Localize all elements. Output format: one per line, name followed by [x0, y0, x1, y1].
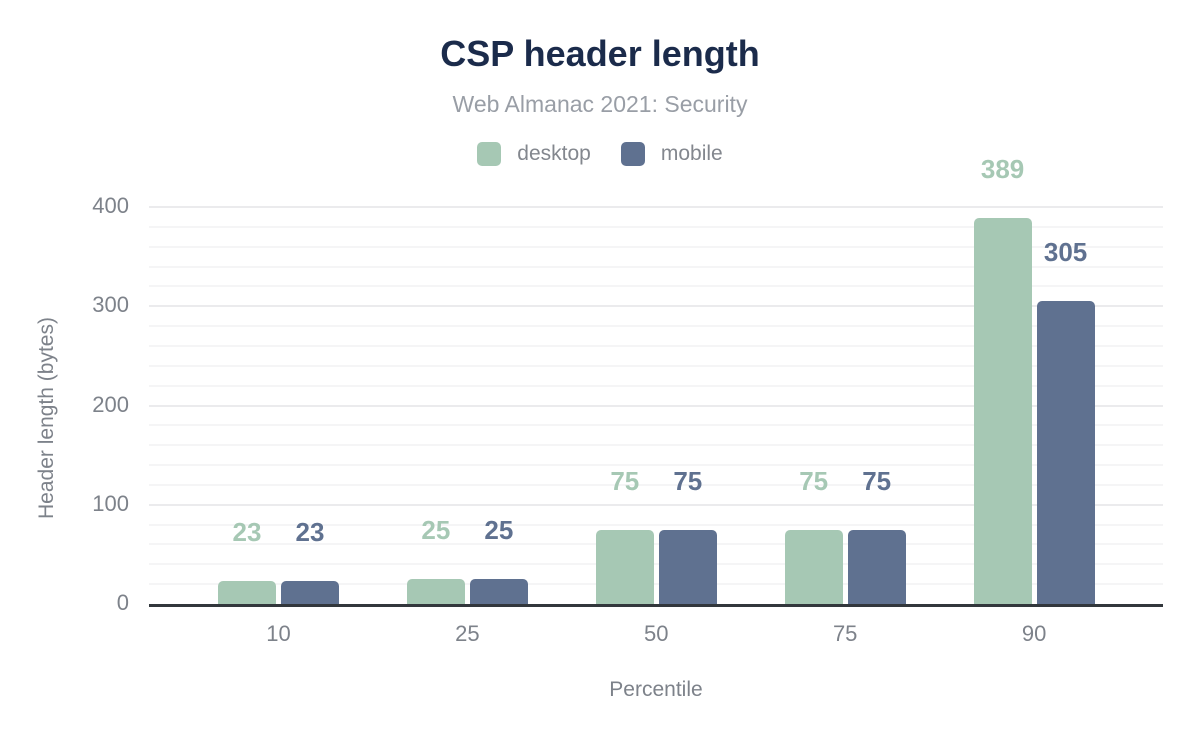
minor-gridline: [149, 483, 1163, 486]
bar-value-label: 23: [232, 517, 262, 548]
bar-value-label: 23: [295, 517, 325, 548]
x-tick-label: 90: [1021, 621, 1047, 646]
minor-gridline: [149, 563, 1163, 566]
minor-gridline: [149, 523, 1163, 526]
bar-value-label: 75: [862, 465, 892, 496]
legend: desktop mobile: [0, 142, 1200, 166]
bar-value-label: 389: [980, 153, 1025, 184]
bar-value-label: 75: [673, 465, 703, 496]
y-tick-label: 300: [92, 292, 129, 318]
x-tick-label: 50: [644, 621, 669, 646]
legend-swatch-mobile: [620, 142, 645, 166]
x-tick-label: 10: [266, 621, 291, 646]
major-gridline: [149, 404, 1163, 407]
bar-value-label: 75: [799, 465, 829, 496]
minor-gridline: [149, 325, 1163, 328]
minor-gridline: [149, 265, 1163, 268]
legend-item-mobile[interactable]: mobile: [620, 142, 723, 166]
major-gridline: [149, 206, 1163, 208]
bar-desktop-p75[interactable]: [784, 529, 843, 604]
x-axis-line: [149, 604, 1163, 607]
minor-gridline: [149, 424, 1163, 427]
bar-value-label: 25: [484, 515, 514, 546]
plot-area: 0 100 200 300 400 23 23 10 25 25 25 75 75 50 75 75 75 389…: [92, 156, 1163, 646]
bar-mobile-p25[interactable]: [469, 579, 528, 604]
legend-label-mobile: mobile: [660, 142, 723, 165]
chart-subtitle: Web Almanac 2021: Security: [452, 91, 748, 117]
legend-swatch-desktop: [477, 142, 502, 166]
bar-value-label: 75: [610, 465, 640, 496]
minor-gridline: [149, 245, 1163, 248]
bar-mobile-p10[interactable]: [281, 581, 339, 604]
x-axis-title: Percentile: [609, 678, 703, 701]
y-tick-label: 400: [92, 193, 129, 218]
chart-title: CSP header length: [440, 33, 760, 74]
minor-gridline: [149, 464, 1163, 467]
bar-value-label: 305: [1043, 237, 1088, 268]
legend-label-desktop: desktop: [517, 142, 591, 165]
bar-mobile-p90[interactable]: [1036, 301, 1095, 604]
bar-desktop-p10[interactable]: [218, 581, 276, 604]
bar-desktop-p25[interactable]: [406, 579, 465, 604]
minor-gridline: [149, 384, 1163, 387]
major-gridline: [149, 305, 1163, 308]
bar-mobile-p50[interactable]: [658, 529, 717, 604]
y-tick-label: 200: [92, 391, 129, 417]
legend-item-desktop[interactable]: desktop: [477, 142, 591, 166]
y-tick-label: 100: [92, 490, 129, 516]
bar-value-label: 25: [421, 515, 451, 546]
x-tick-label: 25: [455, 621, 480, 646]
y-tick-label: 0: [116, 590, 129, 615]
major-gridline: [149, 503, 1163, 506]
minor-gridline: [149, 225, 1163, 228]
minor-gridline: [149, 583, 1163, 586]
minor-gridline: [149, 364, 1163, 367]
bar-desktop-p50[interactable]: [595, 529, 654, 604]
x-tick-label: 75: [832, 621, 858, 646]
minor-gridline: [149, 285, 1163, 288]
bar-mobile-p75[interactable]: [847, 529, 906, 604]
minor-gridline: [149, 543, 1163, 546]
minor-gridline: [149, 344, 1163, 347]
bar-desktop-p90[interactable]: [973, 217, 1032, 604]
minor-gridline: [149, 444, 1163, 447]
